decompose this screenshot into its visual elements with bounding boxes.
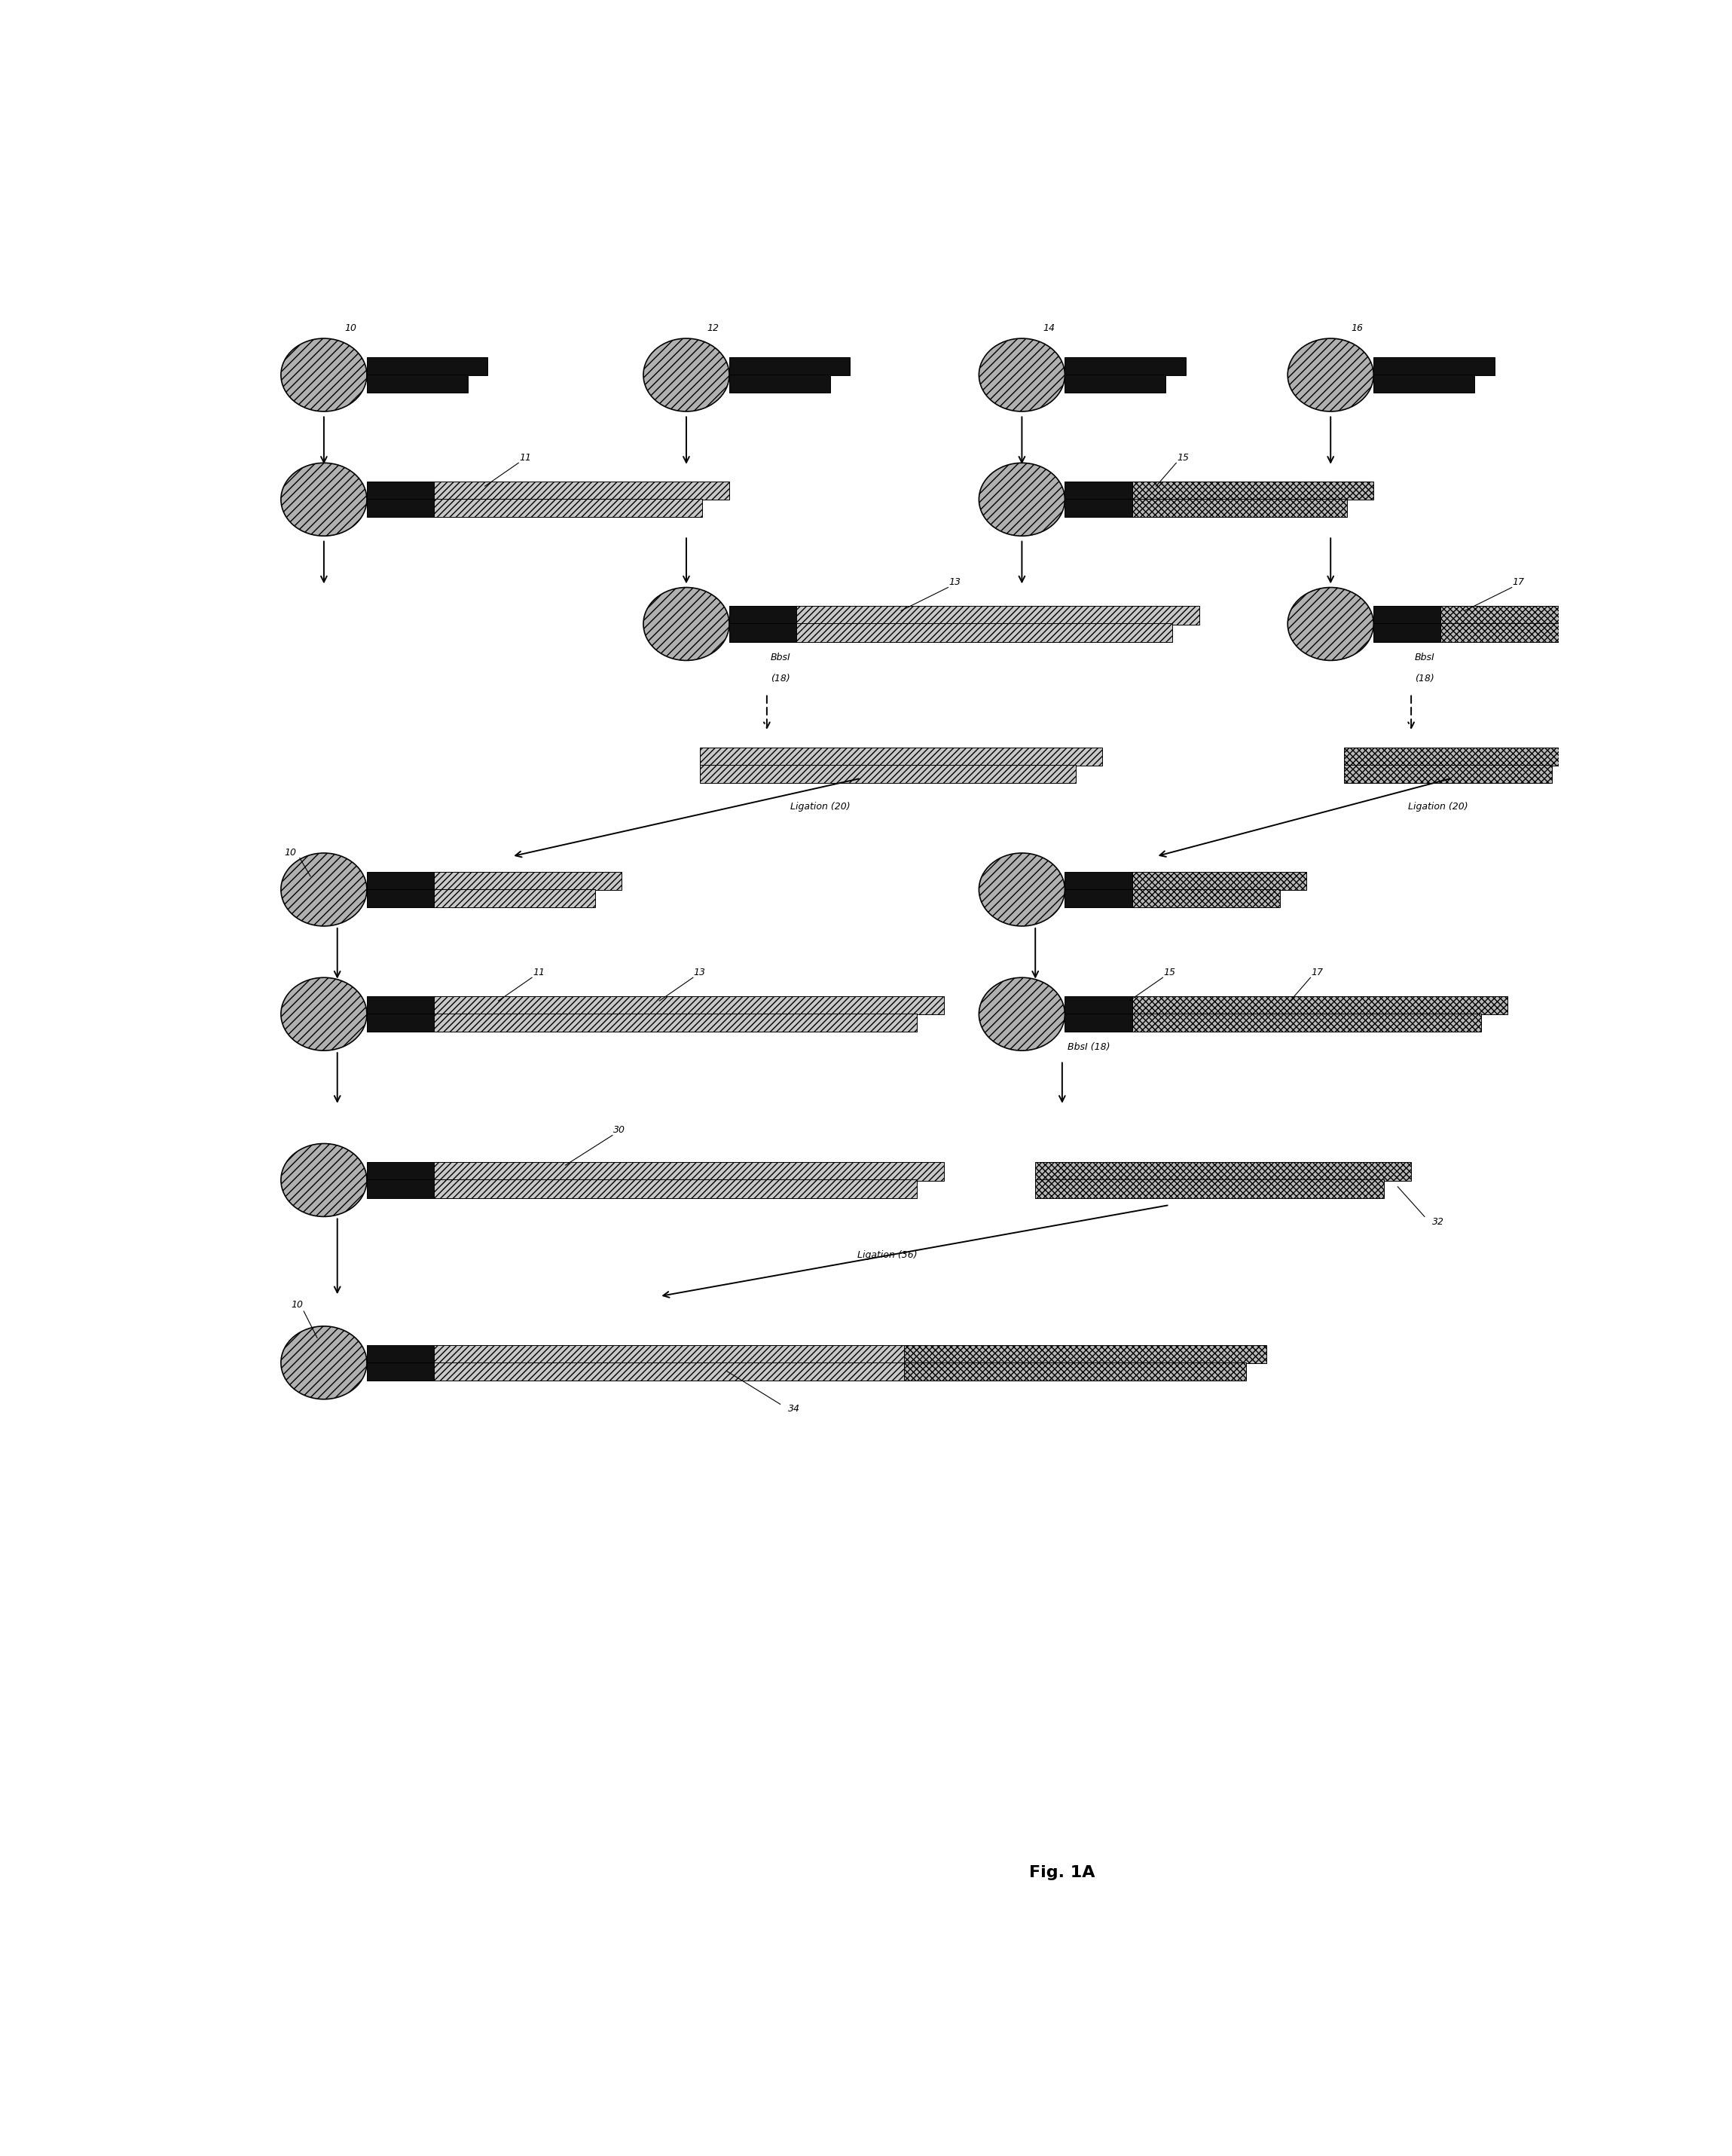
Text: 13: 13 <box>695 968 705 977</box>
Text: 10: 10 <box>345 323 357 334</box>
Bar <box>367 1345 435 1363</box>
Bar <box>367 888 435 908</box>
Ellipse shape <box>979 977 1065 1050</box>
Text: Ligation (20): Ligation (20) <box>1408 802 1469 811</box>
Bar <box>1373 623 1441 642</box>
Bar <box>1344 765 1552 783</box>
Ellipse shape <box>281 1326 367 1399</box>
Bar <box>1065 498 1133 517</box>
Bar <box>1133 871 1306 890</box>
Text: 34: 34 <box>788 1404 800 1414</box>
Bar <box>367 481 435 500</box>
Bar <box>435 1162 944 1181</box>
Bar <box>367 498 435 517</box>
Bar <box>1441 606 1670 625</box>
Text: 17: 17 <box>1512 578 1524 586</box>
Bar <box>435 888 596 908</box>
Text: 11: 11 <box>533 968 544 977</box>
Bar <box>797 606 1199 625</box>
Bar <box>367 871 435 890</box>
Bar <box>1373 606 1441 625</box>
Text: BbsI (18): BbsI (18) <box>1067 1041 1110 1052</box>
Ellipse shape <box>643 338 729 412</box>
Bar <box>1133 996 1509 1015</box>
Bar <box>435 1345 904 1363</box>
Bar <box>700 748 1102 765</box>
Bar <box>367 1162 435 1181</box>
Bar <box>700 765 1076 783</box>
Bar <box>1065 871 1133 890</box>
Bar <box>435 871 622 890</box>
Bar <box>1065 888 1133 908</box>
Text: (18): (18) <box>771 675 790 683</box>
Bar <box>1133 1013 1481 1033</box>
Text: 10: 10 <box>291 1300 303 1309</box>
Text: BbsI: BbsI <box>771 653 790 662</box>
Text: (18): (18) <box>1415 675 1434 683</box>
Bar <box>1133 888 1280 908</box>
Ellipse shape <box>281 854 367 927</box>
Text: 17: 17 <box>1311 968 1323 977</box>
Text: 32: 32 <box>1432 1216 1444 1227</box>
Bar <box>435 1013 918 1033</box>
Ellipse shape <box>281 338 367 412</box>
Ellipse shape <box>979 338 1065 412</box>
Bar <box>797 623 1173 642</box>
Text: Fig. 1A: Fig. 1A <box>1029 1865 1095 1880</box>
Bar <box>435 996 944 1015</box>
Bar <box>1065 996 1133 1015</box>
Ellipse shape <box>1287 586 1373 660</box>
Ellipse shape <box>281 464 367 537</box>
Bar <box>1065 358 1186 375</box>
Bar <box>1373 375 1474 392</box>
Ellipse shape <box>643 586 729 660</box>
Bar <box>367 1013 435 1033</box>
Ellipse shape <box>979 854 1065 927</box>
Bar <box>729 358 850 375</box>
Bar <box>729 375 830 392</box>
Bar <box>1373 358 1495 375</box>
Bar <box>435 481 729 500</box>
Bar <box>1065 481 1133 500</box>
Ellipse shape <box>1287 338 1373 412</box>
Bar <box>435 1363 904 1380</box>
Bar <box>1036 1162 1412 1181</box>
Bar <box>367 1363 435 1380</box>
Bar <box>1065 375 1166 392</box>
Text: 13: 13 <box>949 578 961 586</box>
Bar <box>904 1345 1266 1363</box>
Bar <box>1441 623 1649 642</box>
Text: BbsI: BbsI <box>1415 653 1434 662</box>
Ellipse shape <box>979 464 1065 537</box>
Bar <box>729 606 797 625</box>
Text: 10: 10 <box>284 847 296 858</box>
Text: 14: 14 <box>1043 323 1055 334</box>
Bar <box>729 623 797 642</box>
Text: 30: 30 <box>613 1125 625 1136</box>
Text: 16: 16 <box>1351 323 1363 334</box>
Ellipse shape <box>281 977 367 1050</box>
Text: 11: 11 <box>520 453 532 464</box>
Text: 12: 12 <box>707 323 719 334</box>
Bar <box>1344 748 1573 765</box>
Bar <box>904 1363 1245 1380</box>
Bar <box>1133 498 1347 517</box>
Bar <box>1065 1013 1133 1033</box>
Bar <box>1036 1179 1384 1199</box>
Bar <box>1133 481 1373 500</box>
Text: Ligation (20): Ligation (20) <box>790 802 850 811</box>
Bar <box>435 498 703 517</box>
Bar <box>367 1179 435 1199</box>
Ellipse shape <box>281 1143 367 1216</box>
Text: Ligation (36): Ligation (36) <box>857 1250 918 1259</box>
Bar <box>367 996 435 1015</box>
Bar <box>367 358 488 375</box>
Bar <box>367 375 468 392</box>
Text: 15: 15 <box>1164 968 1176 977</box>
Text: 15: 15 <box>1178 453 1188 464</box>
Bar <box>435 1179 918 1199</box>
